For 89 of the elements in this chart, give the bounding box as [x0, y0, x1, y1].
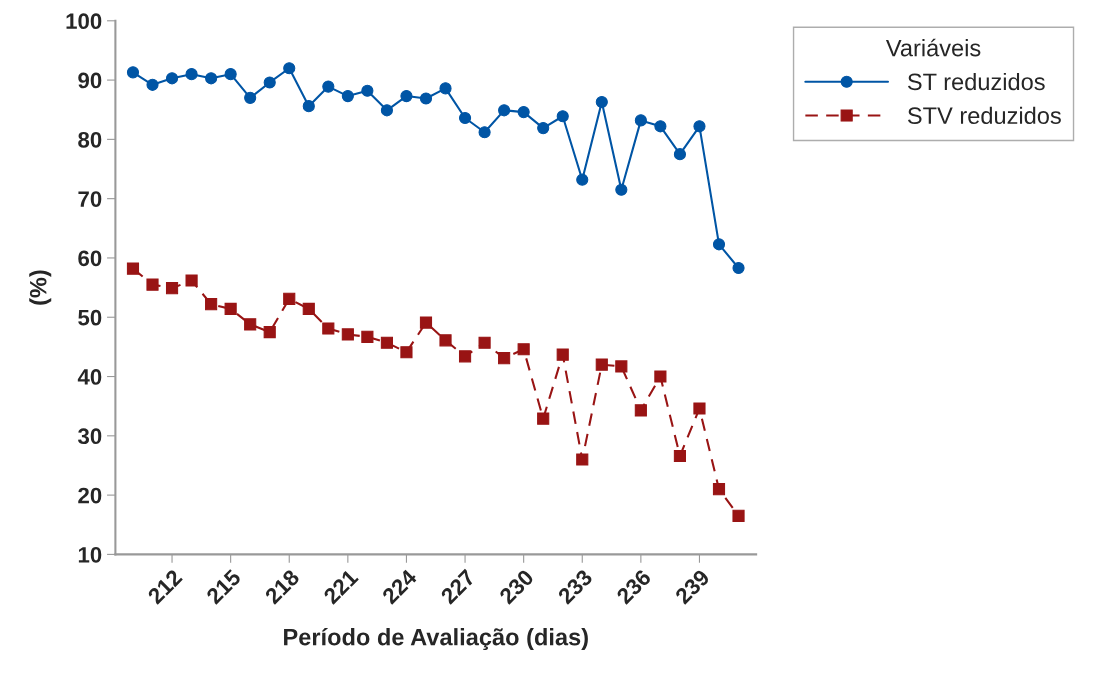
point — [205, 298, 218, 311]
point — [205, 72, 218, 85]
point — [458, 350, 472, 363]
point — [595, 95, 608, 109]
y-tick-label: 80 — [78, 131, 102, 148]
point — [537, 122, 550, 135]
point — [165, 72, 179, 85]
point — [634, 114, 647, 127]
x-tick-label: 239 — [674, 568, 711, 605]
point — [498, 104, 511, 117]
point — [400, 346, 413, 359]
point — [361, 84, 374, 97]
x-axis-title: Período de Avaliação (dias) — [284, 627, 588, 651]
point — [712, 238, 726, 251]
point — [595, 358, 608, 371]
point — [556, 348, 569, 361]
point — [537, 412, 550, 425]
point — [146, 78, 159, 91]
point — [654, 120, 667, 133]
legend-title: Variáveis — [885, 38, 981, 57]
point — [517, 343, 530, 356]
legend-label: STV reduzidos — [907, 106, 1061, 125]
legend-label: ST reduzidos — [907, 72, 1045, 91]
point — [380, 104, 393, 117]
point — [634, 404, 647, 417]
y-tick-label: 90 — [78, 72, 102, 89]
x-tick-label: 230 — [498, 568, 535, 605]
point — [673, 449, 686, 463]
x-tick-label: 221 — [322, 568, 359, 605]
point — [283, 62, 296, 75]
point — [693, 120, 706, 133]
point — [732, 261, 745, 275]
point — [615, 183, 628, 196]
point — [302, 302, 315, 316]
point — [263, 76, 276, 89]
y-tick-label: 30 — [78, 428, 102, 445]
y-tick-label: 60 — [78, 250, 102, 267]
point — [576, 173, 589, 186]
point — [693, 402, 706, 415]
point — [439, 334, 452, 347]
point — [615, 360, 628, 373]
y-tick-label: 50 — [78, 309, 102, 326]
point — [283, 292, 296, 305]
y-tick-label: 70 — [78, 191, 102, 207]
point — [478, 336, 491, 349]
y-tick-label: 20 — [78, 487, 102, 504]
point — [498, 352, 511, 365]
point — [576, 453, 589, 466]
point — [419, 316, 433, 329]
point — [458, 111, 472, 125]
point — [478, 126, 491, 139]
point — [263, 325, 276, 339]
point — [322, 80, 335, 93]
point — [224, 302, 237, 316]
y-tick-label: 100 — [66, 13, 102, 30]
point — [341, 328, 354, 341]
point — [185, 274, 198, 287]
y-axis-title: (%) — [29, 270, 52, 305]
point — [126, 262, 140, 275]
point — [322, 322, 335, 335]
point — [419, 92, 433, 105]
y-tick-label: 10 — [78, 546, 102, 563]
point — [380, 336, 393, 349]
point — [302, 100, 315, 113]
point — [556, 110, 569, 123]
point — [244, 91, 257, 104]
x-tick-label: 224 — [381, 568, 418, 605]
point — [224, 68, 237, 81]
point — [439, 82, 452, 95]
x-tick-label: 236 — [615, 568, 652, 605]
point — [673, 148, 686, 161]
point — [400, 90, 413, 103]
x-tick-label: 218 — [263, 568, 301, 605]
point — [244, 318, 257, 331]
point — [654, 370, 667, 383]
point — [126, 66, 140, 79]
x-tick-label: 212 — [146, 568, 183, 605]
point — [712, 483, 726, 496]
x-tick-label: 227 — [439, 568, 476, 605]
point — [732, 509, 745, 522]
point — [146, 278, 159, 291]
x-tick-label: 215 — [205, 568, 242, 605]
point — [517, 106, 530, 119]
point — [361, 330, 374, 343]
point — [185, 68, 198, 81]
x-tick-label: 233 — [557, 568, 594, 605]
point — [165, 282, 179, 295]
point — [341, 90, 354, 103]
y-tick-label: 40 — [77, 369, 102, 385]
